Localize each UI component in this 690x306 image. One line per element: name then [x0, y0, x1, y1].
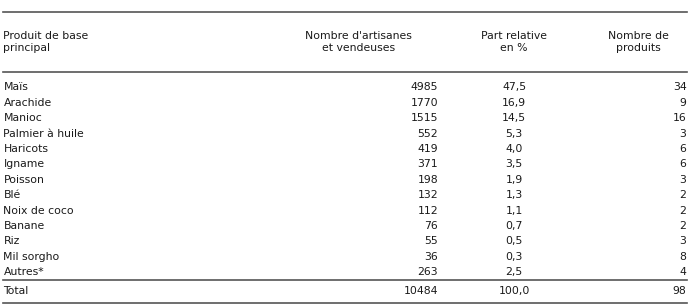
Text: 419: 419: [417, 144, 438, 154]
Text: 36: 36: [424, 252, 438, 262]
Text: Nombre d'artisanes
et vendeuses: Nombre d'artisanes et vendeuses: [306, 31, 412, 53]
Text: 34: 34: [673, 82, 687, 92]
Text: Maïs: Maïs: [3, 82, 28, 92]
Text: Palmier à huile: Palmier à huile: [3, 129, 84, 139]
Text: 55: 55: [424, 237, 438, 246]
Text: 47,5: 47,5: [502, 82, 526, 92]
Text: 5,3: 5,3: [505, 129, 523, 139]
Text: Total: Total: [3, 286, 29, 297]
Text: Mil sorgho: Mil sorgho: [3, 252, 60, 262]
Text: 9: 9: [680, 98, 687, 108]
Text: Noix de coco: Noix de coco: [3, 206, 74, 216]
Text: 3,5: 3,5: [505, 159, 523, 169]
Text: 8: 8: [680, 252, 687, 262]
Text: Blé: Blé: [3, 190, 21, 200]
Text: 6: 6: [680, 144, 687, 154]
Text: 0,5: 0,5: [505, 237, 523, 246]
Text: Banane: Banane: [3, 221, 45, 231]
Text: Poisson: Poisson: [3, 175, 44, 185]
Text: Part relative
en %: Part relative en %: [481, 31, 547, 53]
Text: Nombre de
produits: Nombre de produits: [608, 31, 669, 53]
Text: Autres*: Autres*: [3, 267, 44, 277]
Text: 1,9: 1,9: [505, 175, 523, 185]
Text: 76: 76: [424, 221, 438, 231]
Text: 263: 263: [417, 267, 438, 277]
Text: 2: 2: [680, 206, 687, 216]
Text: 16,9: 16,9: [502, 98, 526, 108]
Text: 1,3: 1,3: [505, 190, 523, 200]
Text: 4985: 4985: [411, 82, 438, 92]
Text: 371: 371: [417, 159, 438, 169]
Text: 132: 132: [417, 190, 438, 200]
Text: 112: 112: [417, 206, 438, 216]
Text: 2: 2: [680, 190, 687, 200]
Text: Arachide: Arachide: [3, 98, 52, 108]
Text: 98: 98: [673, 286, 687, 297]
Text: Igname: Igname: [3, 159, 45, 169]
Text: 10484: 10484: [404, 286, 438, 297]
Text: 2: 2: [680, 221, 687, 231]
Text: 3: 3: [680, 175, 687, 185]
Text: 0,7: 0,7: [505, 221, 523, 231]
Text: 6: 6: [680, 159, 687, 169]
Text: 1,1: 1,1: [505, 206, 523, 216]
Text: 3: 3: [680, 237, 687, 246]
Text: 4,0: 4,0: [505, 144, 523, 154]
Text: 1515: 1515: [411, 113, 438, 123]
Text: 3: 3: [680, 129, 687, 139]
Text: 0,3: 0,3: [505, 252, 523, 262]
Text: Manioc: Manioc: [3, 113, 42, 123]
Text: Riz: Riz: [3, 237, 20, 246]
Text: 198: 198: [417, 175, 438, 185]
Text: 552: 552: [417, 129, 438, 139]
Text: 2,5: 2,5: [505, 267, 523, 277]
Text: 100,0: 100,0: [498, 286, 530, 297]
Text: Haricots: Haricots: [3, 144, 48, 154]
Text: Produit de base
principal: Produit de base principal: [3, 31, 89, 53]
Text: 4: 4: [680, 267, 687, 277]
Text: 16: 16: [673, 113, 687, 123]
Text: 1770: 1770: [411, 98, 438, 108]
Text: 14,5: 14,5: [502, 113, 526, 123]
